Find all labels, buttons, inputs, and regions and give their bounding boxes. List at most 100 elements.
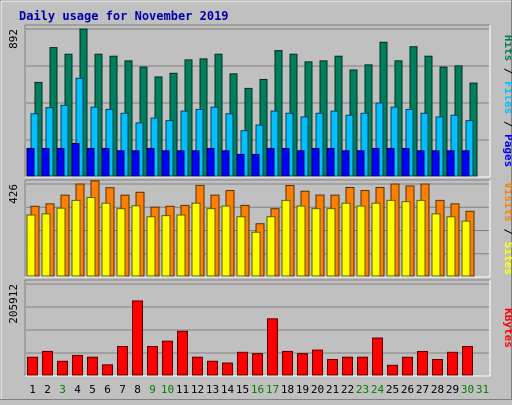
- series-pages: [26, 142, 470, 177]
- bar-kbytes-day-1: [27, 356, 38, 376]
- bar-pages-day-22: [341, 150, 350, 177]
- bar-sites-day-1: [26, 214, 36, 277]
- bar-kbytes-day-6: [102, 364, 113, 376]
- y-axis-max-label: 426: [7, 184, 20, 204]
- x-axis-day-labels: 1 2 3 4 5 6 7 8 9 10 11 12 13 14 15 16 17 18 19 20 21 22 23 24 2…: [29, 383, 489, 396]
- legend-pages: Pages: [502, 134, 512, 167]
- bar-sites-day-22: [341, 202, 351, 277]
- legend-hits: Hits: [502, 35, 512, 62]
- x-tick-label-25: 25: [386, 383, 399, 396]
- panel-sites: 426 Visits / Sites: [7, 179, 512, 278]
- bar-pages-day-19: [296, 150, 305, 177]
- x-tick-label-18: 18: [281, 383, 294, 396]
- legend-visits: Visits: [502, 182, 512, 222]
- bar-sites-day-19: [296, 205, 306, 277]
- bar-kbytes-day-8: [132, 300, 143, 376]
- x-tick-label-10: 10: [161, 383, 174, 396]
- bar-kbytes-day-15: [237, 351, 248, 376]
- bar-pages-day-26: [401, 147, 410, 177]
- bar-sites-day-5: [86, 197, 96, 277]
- bar-sites-day-28: [431, 213, 441, 277]
- x-tick-label-27: 27: [416, 383, 429, 396]
- bar-pages-day-23: [356, 150, 365, 177]
- bar-sites-day-20: [311, 208, 321, 277]
- x-tick-label-31: 31: [476, 383, 489, 396]
- y-axis-max-label: 205912: [7, 284, 20, 324]
- bar-kbytes-day-10: [162, 340, 173, 376]
- bar-sites-day-21: [326, 208, 336, 277]
- bar-kbytes-day-21: [327, 358, 338, 376]
- bar-pages-day-8: [131, 150, 140, 177]
- bar-kbytes-day-7: [117, 346, 128, 376]
- bar-kbytes-day-29: [447, 351, 458, 376]
- x-tick-label-26: 26: [401, 383, 414, 396]
- bar-sites-day-14: [221, 205, 231, 277]
- bar-sites-day-18: [281, 199, 291, 277]
- x-tick-label-7: 7: [119, 383, 126, 396]
- legend-separator: /: [502, 222, 512, 242]
- bar-pages-day-4: [71, 142, 80, 177]
- bar-sites-day-24: [371, 202, 381, 277]
- bar-sites-day-10: [161, 215, 171, 277]
- x-tick-label-28: 28: [431, 383, 444, 396]
- bar-pages-day-7: [116, 150, 125, 177]
- x-tick-label-19: 19: [296, 383, 309, 396]
- bar-kbytes-day-4: [72, 354, 83, 376]
- x-tick-label-14: 14: [221, 383, 235, 396]
- bar-kbytes-day-12: [192, 356, 203, 376]
- bar-sites-day-9: [146, 216, 156, 277]
- bar-pages-day-17: [266, 147, 275, 177]
- y-axis-max-label: 892: [7, 29, 20, 49]
- legend-files: Files: [502, 81, 512, 114]
- x-tick-label-11: 11: [176, 383, 189, 396]
- bar-pages-day-13: [206, 147, 215, 177]
- bar-kbytes-day-19: [297, 353, 308, 376]
- bar-pages-day-2: [41, 147, 50, 177]
- x-tick-label-5: 5: [89, 383, 96, 396]
- x-tick-label-23: 23: [356, 383, 369, 396]
- x-tick-label-2: 2: [44, 383, 51, 396]
- panel-hits: 892 Hits / Files / Pages: [7, 24, 512, 178]
- bar-sites-day-6: [101, 202, 111, 277]
- bar-kbytes-day-28: [432, 358, 443, 376]
- bar-kbytes-day-24: [372, 337, 383, 376]
- bar-pages-day-15: [236, 153, 245, 177]
- x-tick-label-17: 17: [266, 383, 279, 396]
- bar-pages-day-12: [191, 150, 200, 177]
- x-tick-label-24: 24: [371, 383, 385, 396]
- legend-kbytes: KBytes: [502, 308, 512, 348]
- series-kbytes: [27, 300, 473, 376]
- bar-sites-day-27: [416, 199, 426, 277]
- x-tick-label-9: 9: [149, 383, 156, 396]
- x-tick-label-8: 8: [134, 383, 141, 396]
- bar-pages-day-1: [26, 147, 35, 177]
- x-tick-label-20: 20: [311, 383, 324, 396]
- x-tick-label-30: 30: [461, 383, 474, 396]
- bar-kbytes-day-13: [207, 360, 218, 376]
- bar-sites-day-2: [41, 213, 51, 277]
- bar-kbytes-day-17: [267, 318, 278, 376]
- x-tick-label-6: 6: [104, 383, 111, 396]
- bar-sites-day-8: [131, 205, 141, 277]
- bar-kbytes-day-25: [387, 364, 398, 376]
- x-tick-label-12: 12: [191, 383, 204, 396]
- chart-panels: 892 Hits / Files / Pages 426 Visits / Sites…: [7, 24, 512, 377]
- bar-sites-day-16: [251, 231, 261, 277]
- bar-pages-day-25: [386, 147, 395, 177]
- bar-kbytes-day-30: [462, 346, 473, 376]
- x-tick-label-15: 15: [236, 383, 249, 396]
- legend-separator: /: [502, 61, 512, 81]
- bar-kbytes-day-20: [312, 349, 323, 376]
- bar-sites-day-12: [191, 202, 201, 277]
- bar-pages-day-28: [431, 150, 440, 177]
- bar-pages-day-24: [371, 147, 380, 177]
- bar-pages-day-30: [461, 150, 470, 177]
- bar-pages-day-5: [86, 147, 95, 177]
- series-sites: [26, 197, 471, 277]
- bar-sites-day-3: [56, 207, 66, 277]
- bar-pages-day-21: [326, 147, 335, 177]
- bar-kbytes-day-3: [57, 360, 68, 376]
- series-files: [30, 77, 474, 177]
